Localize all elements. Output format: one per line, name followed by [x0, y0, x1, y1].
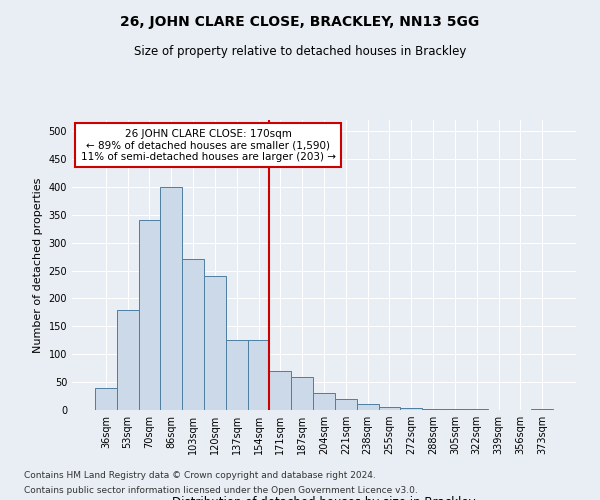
Text: 26, JOHN CLARE CLOSE, BRACKLEY, NN13 5GG: 26, JOHN CLARE CLOSE, BRACKLEY, NN13 5GG — [121, 15, 479, 29]
Y-axis label: Number of detached properties: Number of detached properties — [33, 178, 43, 352]
Bar — [291, 376, 313, 410]
Bar — [117, 310, 139, 410]
Bar — [226, 340, 248, 410]
Bar — [95, 388, 117, 410]
Bar — [160, 187, 182, 410]
Bar — [379, 407, 400, 410]
Bar — [182, 260, 204, 410]
Bar — [400, 408, 422, 410]
Bar — [335, 399, 357, 410]
Bar — [204, 276, 226, 410]
Bar — [531, 409, 553, 410]
Bar — [269, 371, 291, 410]
Text: Contains public sector information licensed under the Open Government Licence v3: Contains public sector information licen… — [24, 486, 418, 495]
Text: Size of property relative to detached houses in Brackley: Size of property relative to detached ho… — [134, 45, 466, 58]
Text: 26 JOHN CLARE CLOSE: 170sqm
← 89% of detached houses are smaller (1,590)
11% of : 26 JOHN CLARE CLOSE: 170sqm ← 89% of det… — [80, 128, 335, 162]
X-axis label: Distribution of detached houses by size in Brackley: Distribution of detached houses by size … — [172, 496, 476, 500]
Bar — [139, 220, 160, 410]
Bar — [422, 409, 444, 410]
Bar — [248, 340, 269, 410]
Text: Contains HM Land Registry data © Crown copyright and database right 2024.: Contains HM Land Registry data © Crown c… — [24, 471, 376, 480]
Bar — [313, 394, 335, 410]
Bar — [357, 404, 379, 410]
